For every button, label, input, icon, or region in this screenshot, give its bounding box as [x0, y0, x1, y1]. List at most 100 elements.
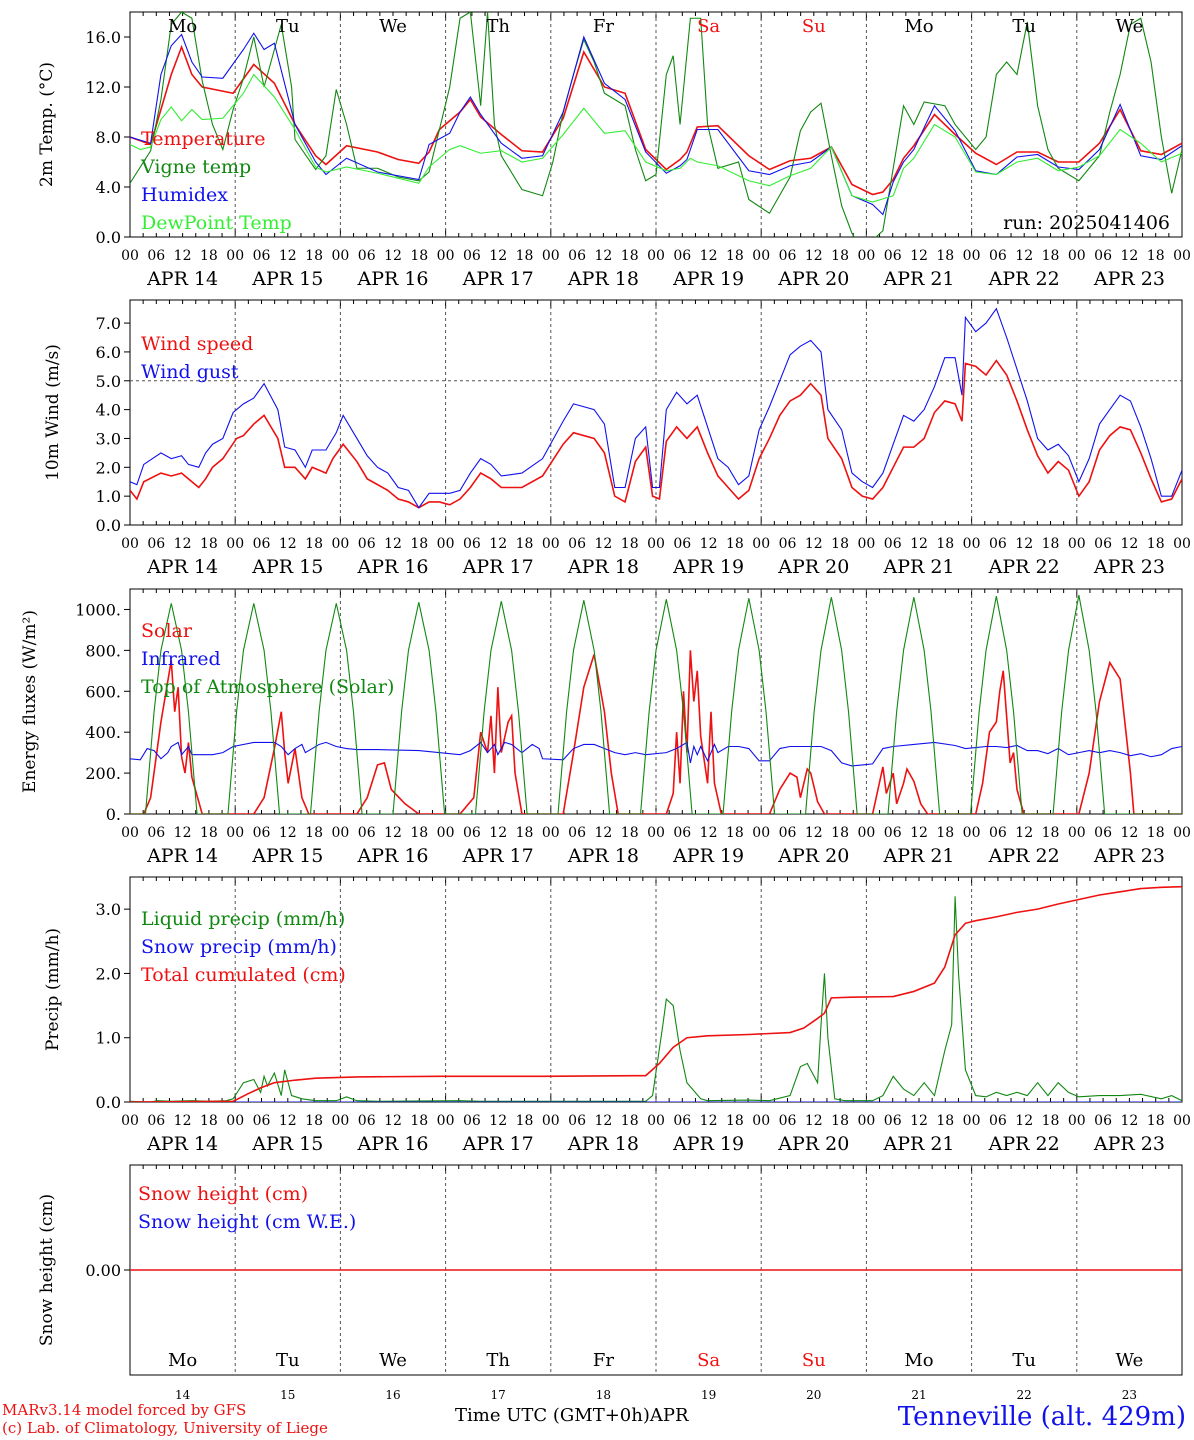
hour-tick-label: 06	[1094, 825, 1112, 841]
hour-tick-label: 00	[1173, 248, 1191, 264]
date-label: APR 21	[882, 556, 954, 578]
y-tick-label: 1.0	[96, 487, 121, 506]
date-label: APR 21	[882, 845, 954, 867]
hour-tick-label: 06	[568, 825, 586, 841]
date-label: APR 16	[356, 845, 428, 867]
hour-tick-label: 06	[779, 248, 797, 264]
y-tick-label: 8.0	[96, 128, 121, 147]
weekday-label: Mo	[904, 1350, 933, 1371]
hour-tick-label: 06	[779, 536, 797, 552]
hour-tick-label: 06	[673, 536, 691, 552]
hour-tick-label: 12	[805, 825, 823, 841]
hour-tick-label: 06	[253, 248, 271, 264]
month-label: APR	[649, 1405, 689, 1426]
hour-tick-label: 06	[358, 1113, 376, 1129]
date-label: APR 17	[462, 1133, 534, 1155]
hour-tick-label: 06	[779, 1113, 797, 1129]
hour-tick-label: 06	[358, 825, 376, 841]
hour-tick-label: 06	[463, 248, 481, 264]
hour-tick-label: 12	[384, 536, 402, 552]
date-label: APR 16	[356, 268, 428, 290]
hour-tick-label: 18	[1042, 536, 1060, 552]
hour-tick-label: 00	[1068, 1113, 1086, 1129]
y-tick-label: 7.0	[96, 314, 121, 333]
date-label: APR 15	[251, 556, 323, 578]
hour-tick-label: 18	[516, 248, 534, 264]
y-tick-label: 200.	[85, 764, 121, 783]
legend-entry: Snow precip (mm/h)	[141, 936, 337, 958]
hour-tick-label: 06	[1094, 1113, 1112, 1129]
y-tick-label: 4.0	[96, 178, 121, 197]
day-number-label: 17	[491, 1388, 506, 1402]
hour-tick-label: 00	[647, 536, 665, 552]
date-label: APR 14	[146, 845, 218, 867]
date-label: APR 17	[462, 556, 534, 578]
hour-tick-label: 18	[831, 248, 849, 264]
hour-tick-label: 18	[200, 248, 218, 264]
hour-tick-label: 12	[594, 1113, 612, 1129]
panel-frame	[129, 299, 1183, 526]
y-tick-label: 0.0	[96, 228, 121, 247]
hour-tick-label: 18	[305, 825, 323, 841]
date-label: APR 20	[777, 845, 849, 867]
day-number-label: 16	[385, 1388, 400, 1402]
date-label: APR 22	[988, 845, 1060, 867]
hour-tick-label: 12	[174, 248, 192, 264]
date-label: APR 22	[988, 268, 1060, 290]
panel-4	[124, 876, 1183, 1103]
hour-tick-label: 12	[594, 248, 612, 264]
hour-tick-label: 06	[989, 825, 1007, 841]
y-tick-label: 2.0	[96, 458, 121, 477]
date-label: APR 19	[672, 556, 744, 578]
hour-tick-label: 12	[910, 1113, 928, 1129]
hour-tick-label: 06	[463, 825, 481, 841]
credit-line-1: MARv3.14 model forced by GFS	[2, 1401, 247, 1419]
hour-tick-label: 12	[910, 825, 928, 841]
hour-tick-label: 18	[621, 1113, 639, 1129]
hour-tick-label: 06	[989, 536, 1007, 552]
y-tick-label: 800.	[85, 641, 121, 660]
y-tick-label: 0.	[106, 805, 121, 824]
date-label: APR 23	[1093, 1133, 1165, 1155]
hour-tick-label: 00	[331, 1113, 349, 1129]
hour-tick-label: 00	[1068, 536, 1086, 552]
legend-entry: Total cumulated (cm)	[141, 964, 346, 986]
hour-tick-label: 06	[568, 1113, 586, 1129]
y-tick-label: 1000.	[75, 600, 121, 619]
legend-entry: Vigne temp	[140, 156, 251, 178]
hour-tick-label: 00	[1068, 248, 1086, 264]
hour-tick-label: 18	[726, 825, 744, 841]
hour-tick-label: 00	[752, 248, 770, 264]
day-number-label: 23	[1122, 1388, 1137, 1402]
hour-tick-label: 00	[857, 536, 875, 552]
hour-tick-label: 00	[437, 248, 455, 264]
hour-tick-label: 06	[884, 825, 902, 841]
date-label: APR 14	[146, 556, 218, 578]
date-label: APR 22	[988, 1133, 1060, 1155]
hour-tick-label: 18	[200, 536, 218, 552]
series-line-wind-speed	[130, 359, 1182, 509]
date-label: APR 16	[356, 556, 428, 578]
hour-tick-label: 18	[516, 825, 534, 841]
weekday-label: Tu	[276, 16, 300, 37]
hour-tick-label: 00	[331, 248, 349, 264]
hour-tick-label: 12	[700, 536, 718, 552]
x-axis-title: Time UTC (GMT+0h)APR	[455, 1405, 689, 1426]
weekday-label: Mo	[904, 16, 933, 37]
hour-tick-label: 06	[884, 248, 902, 264]
legend-entry: Snow height (cm W.E.)	[138, 1211, 356, 1233]
day-number-label: 14	[175, 1388, 191, 1402]
hour-tick-label: 00	[1173, 536, 1191, 552]
hour-tick-label: 00	[226, 1113, 244, 1129]
hour-tick-label: 06	[463, 1113, 481, 1129]
legend-entry: Top of Atmosphere (Solar)	[141, 676, 394, 698]
hour-tick-label: 06	[1094, 248, 1112, 264]
hour-tick-label: 12	[1120, 825, 1138, 841]
y-tick-label: 12.0	[85, 78, 121, 97]
series-line-vigne-temp	[130, 12, 1182, 237]
series-line-wind-gust	[130, 307, 1182, 509]
hour-tick-label: 18	[516, 1113, 534, 1129]
hour-tick-label: 00	[647, 248, 665, 264]
date-label: APR 19	[672, 268, 744, 290]
hour-tick-label: 12	[279, 1113, 297, 1129]
